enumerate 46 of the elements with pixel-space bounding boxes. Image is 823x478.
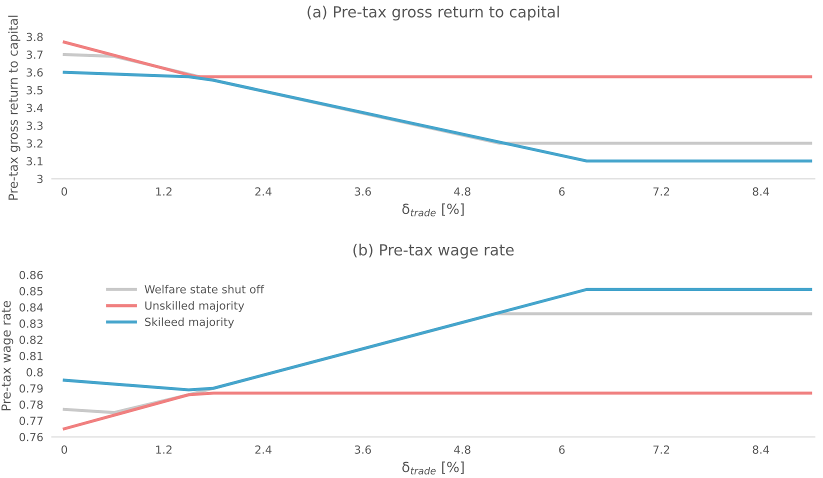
x-tick-label: 0 — [61, 445, 68, 454]
y-tick-label: 0.85 — [20, 287, 43, 296]
y-tick-label: 0.82 — [20, 336, 42, 344]
x-tick-label: 1.2 — [156, 445, 172, 454]
x-tick-label: 4.8 — [454, 187, 470, 196]
x-tick-label: 7.2 — [653, 187, 670, 196]
y-tick-label: 3.3 — [26, 122, 43, 130]
x-axis-title: δ$_{trade}$ [%] — [402, 203, 464, 216]
chart-title: (a) Pre-tax gross return to capital — [308, 6, 559, 21]
y-tick-label: 0.76 — [20, 432, 43, 442]
y-axis-title: Pre-tax gross return to capital — [8, 16, 20, 200]
y-tick-label: 0.83 — [20, 319, 43, 328]
y-tick-label: 3.8 — [26, 32, 43, 42]
line-series — [62, 70, 812, 163]
x-tick-label: 2.4 — [255, 187, 272, 196]
y-tick-label: 0.86 — [20, 270, 43, 280]
y-tick-label: 0.78 — [20, 400, 43, 409]
y-tick-label: 3.4 — [26, 104, 43, 112]
y-tick-label: 0.77 — [20, 416, 43, 426]
legend-label: Unskilled majority — [145, 301, 244, 312]
x-tick-label: 7.2 — [653, 445, 670, 454]
y-tick-label: 0.8 — [26, 368, 43, 376]
x-tick-label: 2.4 — [255, 445, 272, 454]
x-tick-label: 1.2 — [156, 187, 172, 196]
x-tick-label: 6 — [559, 445, 565, 454]
x-tick-label: 3.6 — [354, 445, 371, 454]
y-tick-label: 3 — [37, 174, 43, 184]
x-tick-label: 6 — [559, 187, 565, 196]
y-tick-label: 3.2 — [26, 139, 42, 148]
chart-title: (b) Pre-tax wage rate — [353, 244, 514, 259]
x-tick-label: 8.4 — [752, 187, 770, 196]
y-tick-label: 3.5 — [26, 86, 43, 94]
y-tick-label: 3.6 — [26, 68, 43, 77]
y-tick-label: 0.84 — [20, 303, 43, 312]
y-tick-label: 0.81 — [20, 352, 42, 360]
x-tick-label: 0 — [61, 187, 68, 196]
x-tick-label: 8.4 — [752, 445, 770, 454]
legend-label: Welfare state shut off — [144, 284, 264, 294]
y-tick-label: 3.7 — [26, 50, 43, 59]
legend-label: Skileed majority — [145, 317, 234, 328]
y-tick-label: 0.79 — [20, 384, 43, 393]
x-tick-label: 4.8 — [454, 445, 470, 454]
x-tick-label: 3.6 — [354, 187, 371, 196]
x-axis-title: δ$_{trade}$ [%] — [402, 462, 464, 474]
y-axis-title: Pre-tax wage rate — [2, 300, 14, 410]
y-tick-label: 3.1 — [26, 157, 42, 166]
